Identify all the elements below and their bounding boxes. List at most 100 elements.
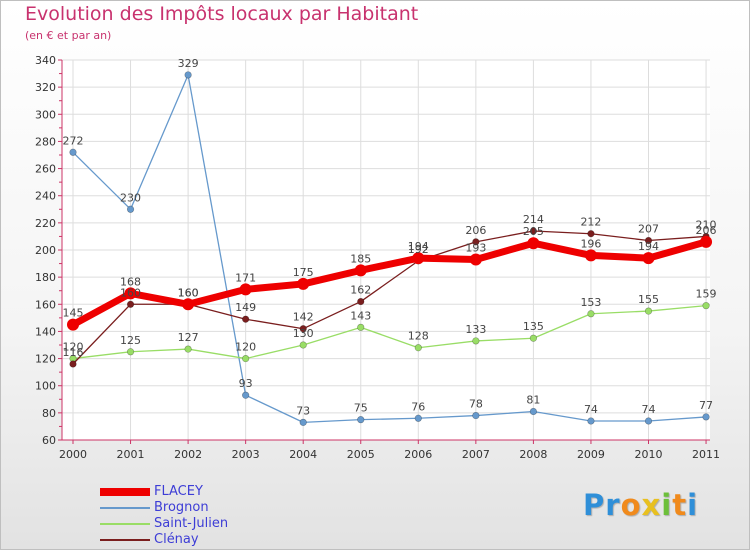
y-tick-label: 60 [42,434,56,447]
data-point-saint-julien [126,348,135,356]
data-point-flacey [469,253,482,266]
data-label-flacey: 196 [580,237,601,250]
legend-label-saint-julien: Saint-Julien [154,516,229,531]
data-label-saint-julien: 133 [465,323,486,336]
data-point-clenay [299,325,307,333]
data-label-brognon: 76 [411,400,425,413]
data-point-brognon [529,407,538,416]
x-tick-label: 2005 [347,448,375,461]
logo-letter: r [605,488,621,522]
y-tick-label: 280 [35,135,56,148]
series-line-saint-julien [72,304,707,360]
data-label-clenay: 192 [408,243,429,256]
data-label-saint-julien: 125 [120,334,141,347]
data-label-flacey: 168 [120,275,141,288]
x-tick-label: 2001 [117,448,145,461]
data-label-flacey: 160 [178,286,199,299]
data-point-clenay [587,230,595,238]
data-label-flacey: 185 [350,252,371,265]
data-point-flacey [239,283,252,296]
data-point-flacey [182,298,195,311]
data-label-brognon: 74 [642,403,656,416]
data-point-clenay [529,227,538,235]
data-label-brognon: 77 [699,399,713,412]
data-point-clenay [357,297,365,306]
data-label-brognon: 230 [120,191,141,204]
data-label-clenay: 116 [63,346,84,359]
data-label-flacey: 205 [523,225,544,238]
proxiti-logo: Proxiti [583,488,698,522]
series-line-flacey [69,238,710,329]
data-point-clenay [69,360,77,368]
legend-swatch-saint-julien [100,523,150,525]
logo-letter: P [583,488,606,522]
data-label-brognon: 272 [63,134,84,147]
data-point-saint-julien [472,337,480,345]
legend-label-flacey: FLACEY [154,484,203,499]
data-point-clenay [644,236,653,245]
data-label-saint-julien: 120 [63,341,84,354]
data-point-saint-julien [299,341,307,349]
data-label-brognon: 75 [354,402,368,415]
data-label-brognon: 78 [469,398,483,411]
data-label-flacey: 193 [465,242,486,255]
data-point-brognon [587,417,595,425]
data-label-brognon: 81 [526,394,540,407]
data-point-brognon [644,417,653,425]
data-point-saint-julien [587,310,595,318]
logo-letter: o [620,488,642,522]
data-label-clenay: 212 [580,216,601,229]
data-point-saint-julien [644,307,653,315]
line-chart: 60 80 100 120 140 160 180 200 220 240 260 280 300 320… [35,54,720,461]
data-point-brognon [69,148,77,156]
data-point-brognon [126,205,135,213]
data-label-brognon: 73 [296,404,310,417]
data-point-clenay [242,315,250,323]
data-point-saint-julien [529,334,538,342]
chart-title: Evolution des Impôts locaux par Habitant [25,3,419,25]
logo-letter: t [672,488,688,522]
data-label-brognon: 93 [239,377,253,390]
data-label-clenay: 207 [638,223,659,236]
y-tick-label: 180 [35,271,56,284]
x-tick-label: 2009 [577,448,605,461]
data-label-saint-julien: 127 [178,331,199,344]
y-tick-label: 300 [35,108,56,121]
y-tick-label: 140 [35,325,56,338]
legend-swatch-brognon [100,507,150,509]
data-label-brognon: 329 [178,57,199,70]
data-label-flacey: 194 [408,240,429,253]
x-tick-label: 2003 [232,448,260,461]
x-tick-label: 2011 [692,448,720,461]
data-label-clenay: 142 [293,311,314,324]
data-point-flacey [412,252,425,265]
data-point-saint-julien [702,302,710,310]
series-line-brognon [72,74,707,424]
data-label-flacey: 206 [696,224,717,237]
data-point-clenay [126,300,135,308]
data-point-brognon [357,416,365,424]
y-tick-label: 200 [35,244,56,257]
data-label-saint-julien: 135 [523,320,544,333]
data-label-flacey: 145 [63,307,84,320]
data-point-saint-julien [414,344,422,352]
data-point-flacey [124,287,137,300]
data-point-brognon [184,71,192,79]
data-label-clenay: 210 [696,218,717,231]
data-point-saint-julien [242,354,250,363]
y-tick-label: 340 [35,54,56,67]
data-point-flacey [297,277,310,290]
y-tick-label: 220 [35,217,56,230]
y-tick-label: 80 [42,407,56,420]
y-tick-label: 320 [35,81,56,94]
data-label-saint-julien: 153 [580,296,601,309]
data-label-clenay: 160 [120,286,141,299]
y-tick-label: 260 [35,163,56,176]
data-label-flacey: 171 [235,271,256,284]
x-tick-label: 2007 [462,448,490,461]
data-label-flacey: 175 [293,266,314,279]
data-point-brognon [414,414,422,422]
data-point-clenay [472,238,480,246]
legend-label-brognon: Brognon [154,500,209,515]
x-tick-label: 2004 [289,448,317,461]
